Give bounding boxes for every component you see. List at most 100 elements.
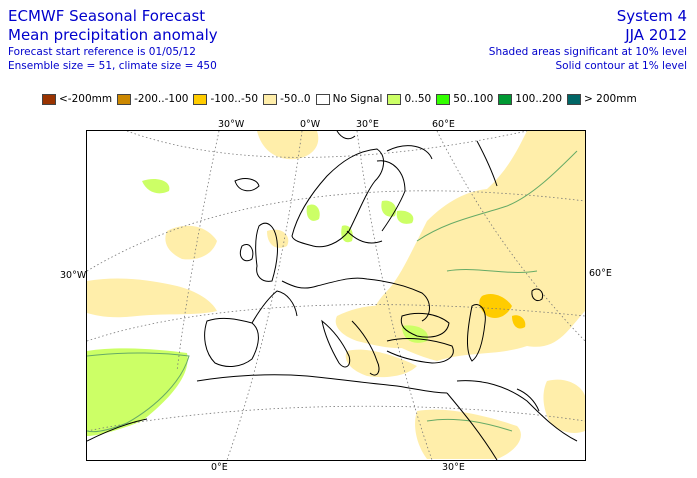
coast-baltic xyxy=(346,230,383,244)
coast-france xyxy=(251,290,298,324)
legend-label: 100..200 xyxy=(515,93,563,105)
graticule xyxy=(87,131,585,460)
label-top-60e: 60°E xyxy=(432,119,455,130)
shade-atlantic-southwest xyxy=(87,348,188,436)
coast-balkans xyxy=(351,320,380,376)
legend-swatch xyxy=(436,93,451,105)
contour-atlantic xyxy=(87,352,190,433)
parallel-75n xyxy=(126,131,528,158)
legend-item: No Signal xyxy=(315,93,383,105)
coast-caspian xyxy=(467,304,486,362)
legend-swatch xyxy=(263,93,278,105)
legend-item: -200..-100 xyxy=(117,93,188,105)
legend-item: 0..50 xyxy=(387,93,431,105)
coast-novaya xyxy=(476,140,498,187)
label-top-30w: 30°W xyxy=(218,119,245,130)
legend: <-200mm -200..-100 -100..-50 -50..0 No S… xyxy=(42,92,642,106)
label-bottom-0e: 0°E xyxy=(211,462,228,473)
shade-balkans-turkey xyxy=(345,349,417,378)
label-top-0w: 0°W xyxy=(300,119,321,130)
shade-scandinavia-1 xyxy=(306,204,320,221)
info-line-2: Ensemble size = 51, climate size = 450 xyxy=(8,60,217,72)
coast-arabia xyxy=(456,380,578,442)
contour-middle-east xyxy=(426,418,513,432)
legend-label: -50..0 xyxy=(280,93,311,105)
shade-atlantic-north xyxy=(165,225,217,260)
shade-atlantic xyxy=(87,278,217,318)
coast-iceland xyxy=(234,178,260,192)
label-top-30e: 30°E xyxy=(356,119,379,130)
coast-aral xyxy=(531,288,544,302)
legend-label: > 200mm xyxy=(584,93,637,105)
legend-label: -100..-50 xyxy=(210,93,259,105)
significance-contours xyxy=(87,150,578,433)
coast-scandinavia xyxy=(291,148,384,248)
title-line-1: ECMWF Seasonal Forecast xyxy=(8,7,206,25)
meridian-30e xyxy=(356,131,433,460)
season-label: JJA 2012 xyxy=(625,26,687,44)
coast-africa-west xyxy=(87,418,148,442)
label-left-30w: 30°W xyxy=(60,270,87,281)
label-right-60e: 60°E xyxy=(589,268,612,279)
anomaly-shading-wet xyxy=(87,179,428,436)
legend-label: -200..-100 xyxy=(134,93,189,105)
legend-item: -100..-50 xyxy=(193,93,258,105)
coast-persian-gulf xyxy=(516,388,540,412)
note-line-1: Shaded areas significant at 10% level xyxy=(488,46,687,58)
shade-med-central xyxy=(335,305,423,349)
contour-east xyxy=(416,150,578,242)
coast-black-sea xyxy=(400,312,450,338)
parallel-45n xyxy=(87,304,585,342)
legend-item: -50..0 xyxy=(263,93,311,105)
meridian-0 xyxy=(226,131,303,460)
legend-label: 0..50 xyxy=(404,93,432,105)
anomaly-shading-dry xyxy=(87,131,585,459)
coast-finland-russia xyxy=(376,160,406,232)
coast-gb xyxy=(255,222,278,282)
shade-north-sea xyxy=(267,229,289,248)
map-svg xyxy=(87,131,585,460)
coast-ireland xyxy=(239,244,254,262)
legend-swatch xyxy=(498,93,513,105)
title-line-2: Mean precipitation anomaly xyxy=(8,26,218,44)
shade-arabia-east xyxy=(543,379,585,433)
map-panel xyxy=(86,130,586,461)
legend-swatch xyxy=(193,93,208,105)
legend-label: 50..100 xyxy=(453,93,494,105)
shade-caspian xyxy=(479,294,512,318)
system-label: System 4 xyxy=(616,7,687,25)
shade-caspian-south xyxy=(512,315,526,329)
coast-europe-west xyxy=(281,277,430,322)
note-line-2: Solid contour at 1% level xyxy=(555,60,687,72)
legend-swatch xyxy=(387,93,402,105)
coast-svalbard xyxy=(336,131,356,140)
legend-swatch xyxy=(567,93,582,105)
shade-greenland-sea xyxy=(142,179,170,194)
coast-turkey xyxy=(386,338,454,364)
legend-label: No Signal xyxy=(332,93,383,105)
shade-east-europe-asia xyxy=(371,131,585,361)
anomaly-shading-moderate-dry xyxy=(479,294,526,329)
info-line-1: Forecast start reference is 01/05/12 xyxy=(8,46,196,58)
shade-russia xyxy=(396,210,414,224)
coast-kola xyxy=(386,145,433,160)
coast-red-sea xyxy=(446,392,498,460)
coastlines xyxy=(87,131,578,460)
legend-item: <-200mm xyxy=(42,93,112,105)
contour-russia xyxy=(446,269,538,273)
shade-iceland xyxy=(257,131,319,160)
legend-item: 100..200 xyxy=(498,93,562,105)
legend-swatch xyxy=(315,93,330,105)
legend-swatch xyxy=(42,93,56,105)
legend-item: > 200mm xyxy=(567,93,637,105)
legend-swatch xyxy=(117,93,132,105)
meridian-30w xyxy=(176,131,220,372)
shade-middle-east xyxy=(415,409,521,459)
legend-label: <-200mm xyxy=(59,93,113,105)
coast-north-africa xyxy=(196,374,448,394)
coast-iberia xyxy=(204,317,259,367)
legend-item: 50..100 xyxy=(436,93,493,105)
coast-italy xyxy=(321,319,351,368)
shade-finland xyxy=(381,200,397,217)
label-bottom-30e: 30°E xyxy=(442,462,465,473)
